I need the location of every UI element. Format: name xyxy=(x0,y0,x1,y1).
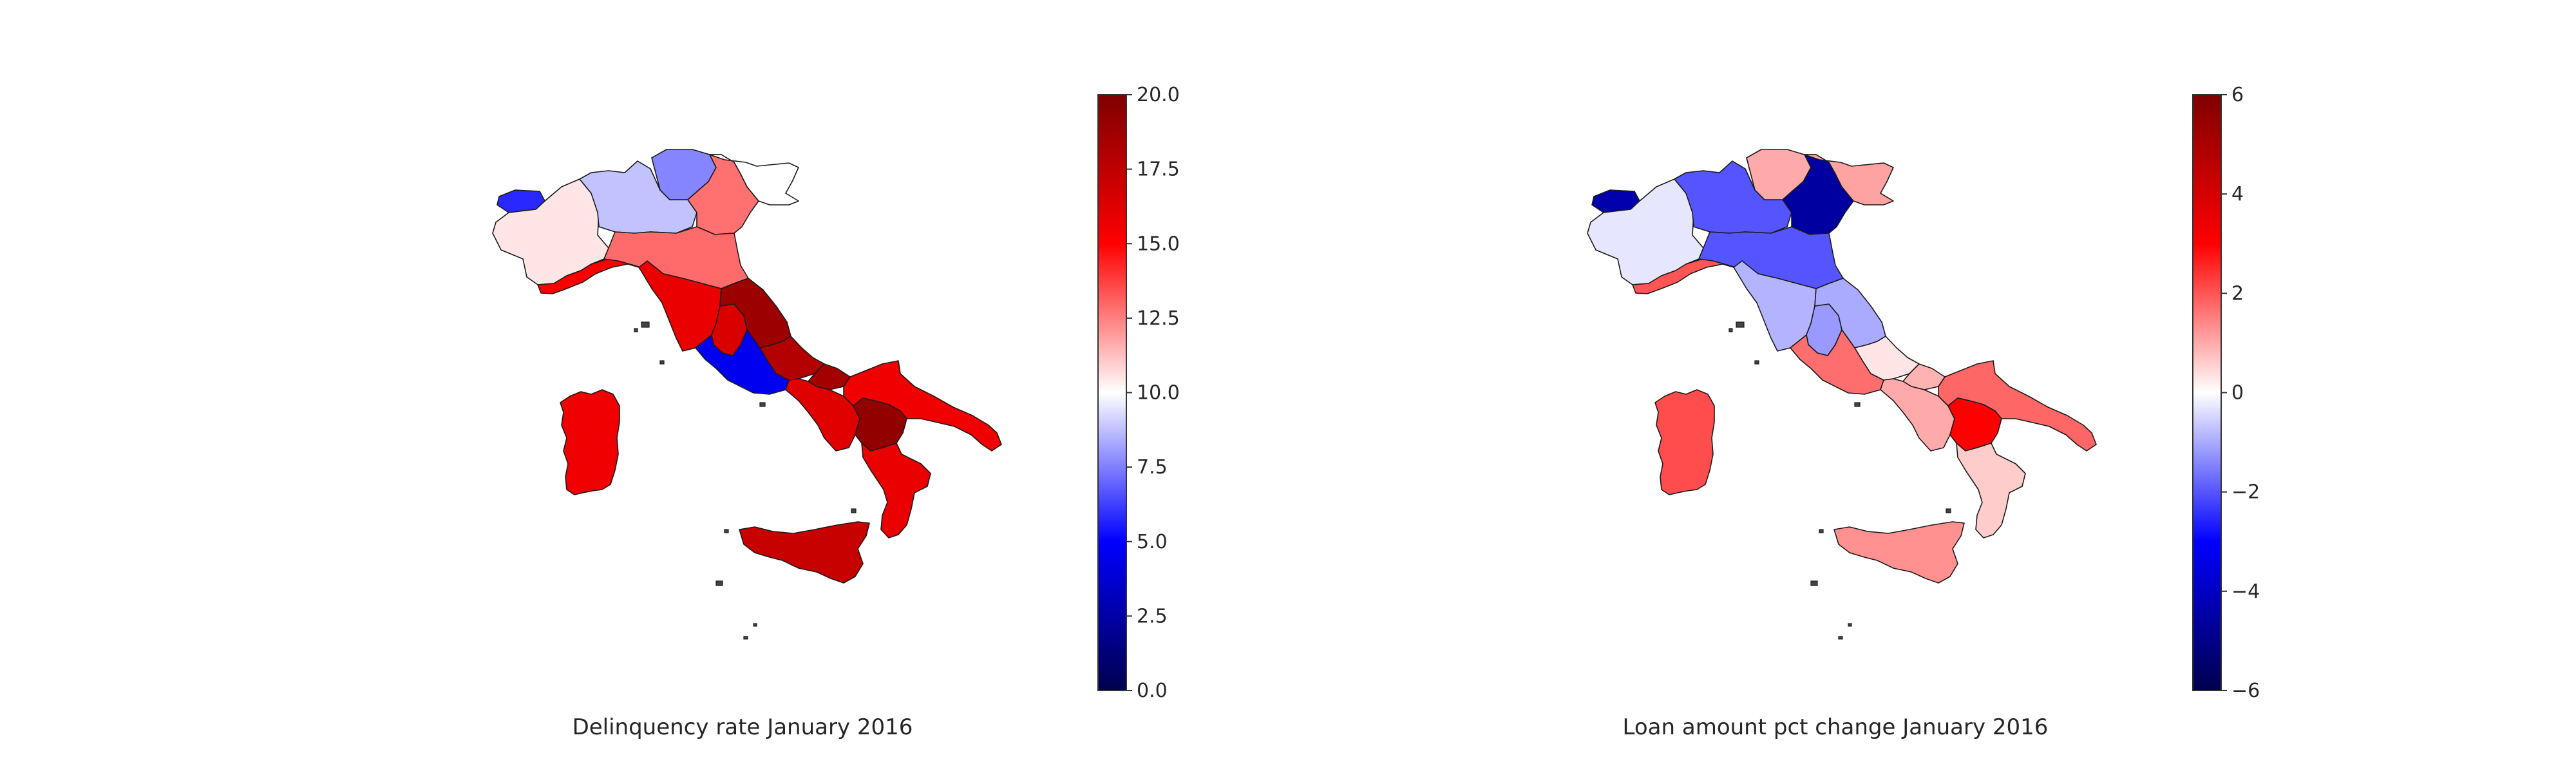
small-island xyxy=(724,529,729,533)
colorbar-tick-label: 12.5 xyxy=(1137,307,1180,330)
small-island xyxy=(1810,580,1818,586)
region-sicilia xyxy=(1833,521,1965,584)
small-island xyxy=(743,636,748,640)
small-island xyxy=(1848,623,1852,627)
delinquency-colorbar: 0.0 2.5 5.0 7.5 10.0 12.5 15.0 17.5 20.0 xyxy=(1097,84,1180,702)
colorbar-tick-label: 20.0 xyxy=(1137,84,1180,106)
colorbar-tick-label: 2 xyxy=(2231,282,2244,305)
colorbar-tick-label: 15.0 xyxy=(1137,233,1180,255)
region-friuli-venezia-giulia xyxy=(709,154,799,205)
colorbar-tick-label: 4 xyxy=(2231,183,2244,205)
colorbar-tick-label: 5.0 xyxy=(1137,531,1168,553)
colorbar-gradient xyxy=(2193,95,2221,691)
region-friuli-venezia-giulia xyxy=(1804,154,1894,205)
region-calabria xyxy=(861,443,931,539)
region-basilicata xyxy=(1947,397,2002,452)
small-island xyxy=(715,580,723,586)
colorbar-tick-label: −4 xyxy=(2231,580,2260,603)
loan-change-map-title: Loan amount pct change January 2016 xyxy=(1623,714,2049,740)
small-island xyxy=(1754,360,1759,365)
colorbar-tick-label: 0 xyxy=(2231,382,2244,405)
small-island xyxy=(1946,508,1951,513)
colorbar-tick-label: 7.5 xyxy=(1137,456,1168,479)
small-island xyxy=(1736,321,1745,328)
small-island xyxy=(641,321,650,328)
colorbar-tick-label: 10.0 xyxy=(1137,382,1180,405)
colorbar-tick-label: −2 xyxy=(2231,481,2260,504)
colorbar-tick-label: 2.5 xyxy=(1137,605,1168,627)
small-island xyxy=(753,623,757,627)
loan-change-map xyxy=(1587,149,2097,640)
region-calabria xyxy=(1956,443,2026,539)
delinquency-map xyxy=(492,149,1002,640)
small-island xyxy=(1838,636,1843,640)
small-island xyxy=(1728,328,1733,332)
colorbar-tick-label: 17.5 xyxy=(1137,158,1180,181)
colorbar-tick-label: 0.0 xyxy=(1137,680,1168,702)
loan-change-colorbar: −6 −4 −2 0 2 4 6 xyxy=(2192,84,2260,702)
small-island xyxy=(851,508,857,513)
colorbar-tick-label: 6 xyxy=(2231,84,2244,106)
small-island xyxy=(1819,529,1824,533)
small-island xyxy=(1854,402,1861,407)
region-sicilia xyxy=(739,521,870,584)
delinquency-map-title: Delinquency rate January 2016 xyxy=(573,714,913,740)
region-basilicata xyxy=(853,397,907,452)
colorbar-gradient xyxy=(1098,95,1126,691)
region-sardegna xyxy=(1654,389,1715,495)
region-sardegna xyxy=(560,389,620,495)
small-island xyxy=(759,402,766,407)
colorbar-tick-label: −6 xyxy=(2231,680,2260,702)
small-island xyxy=(634,328,638,332)
small-island xyxy=(659,360,665,365)
